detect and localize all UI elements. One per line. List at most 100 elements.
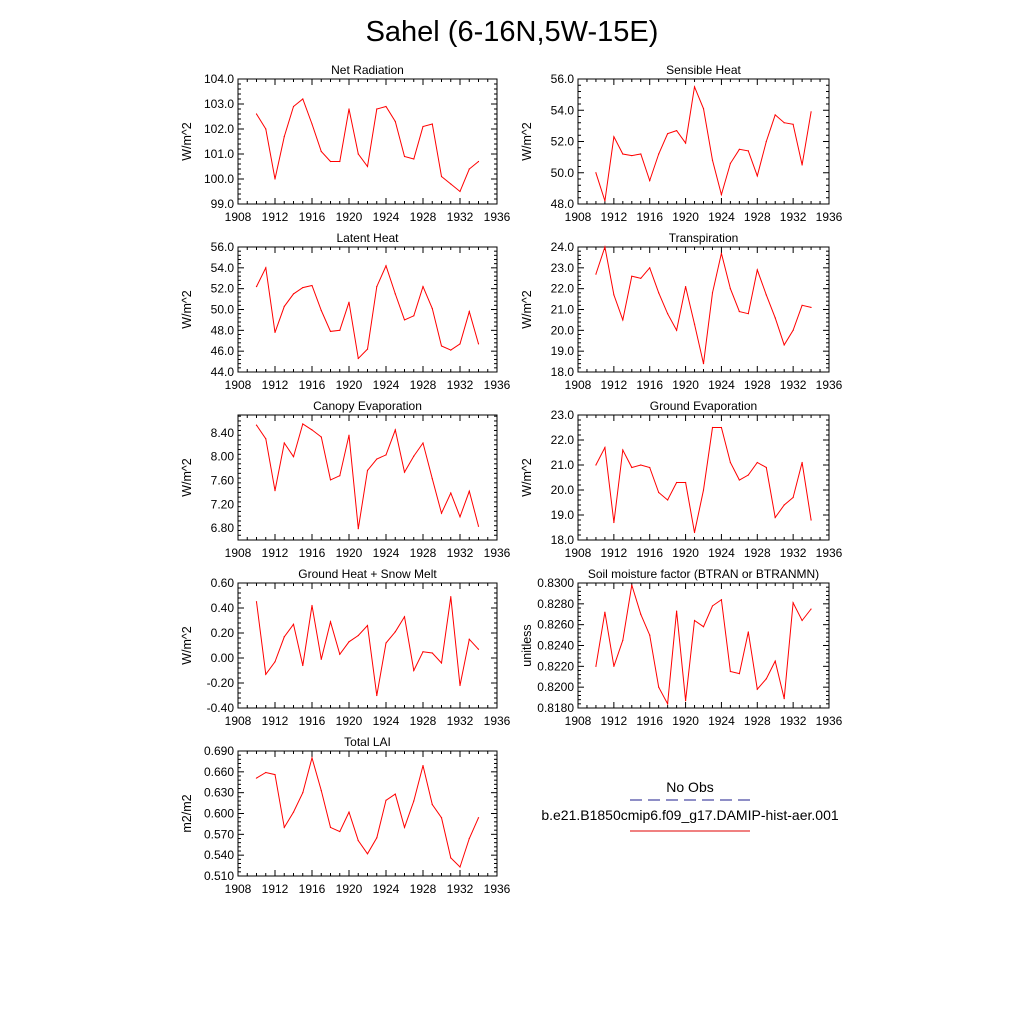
- y-tick-label: 50.0: [551, 166, 575, 180]
- series-line: [256, 596, 479, 696]
- data-point: [339, 160, 341, 163]
- panel-soil-moisture-factor-btran-or-btranmn: Soil moisture factor (BTRAN or BTRANMN) u…: [520, 567, 843, 728]
- data-point: [320, 658, 322, 660]
- y-tick-label: 0.8260: [537, 618, 574, 632]
- data-point: [468, 490, 470, 492]
- y-axis-label: W/m^2: [180, 626, 194, 665]
- y-tick-label: 18.0: [551, 533, 575, 547]
- y-tick-label: 0.00: [211, 651, 235, 665]
- data-point: [649, 634, 651, 636]
- data-point: [765, 294, 767, 296]
- y-tick-label: 21.0: [551, 303, 575, 317]
- data-point: [376, 837, 378, 839]
- y-axis-label: W/m^2: [180, 290, 194, 329]
- x-tick-label: 1912: [601, 546, 628, 560]
- x-tick-label: 1928: [744, 210, 771, 224]
- data-point: [357, 153, 359, 155]
- data-point: [283, 135, 285, 138]
- data-point: [702, 626, 705, 628]
- x-tick-label: 1916: [299, 378, 326, 392]
- data-point: [450, 857, 452, 859]
- series-line: [256, 98, 479, 193]
- data-point: [774, 660, 776, 662]
- y-tick-label: 100.0: [204, 172, 234, 186]
- data-point: [440, 175, 443, 178]
- data-point: [440, 512, 443, 514]
- panel-title: Total LAI: [344, 735, 391, 749]
- data-point: [403, 471, 406, 473]
- series-line: [595, 245, 812, 364]
- data-point: [385, 105, 387, 108]
- data-point: [431, 123, 433, 125]
- data-point: [283, 826, 285, 828]
- data-point: [622, 319, 624, 321]
- data-point: [283, 636, 285, 638]
- data-point: [422, 442, 424, 444]
- y-axis-label: W/m^2: [180, 122, 194, 161]
- x-tick-label: 1908: [565, 210, 592, 224]
- data-point: [631, 584, 633, 586]
- legend-label-model: b.e21.B1850cmip6.f09_g17.DAMIP-hist-aer.…: [541, 807, 839, 823]
- data-point: [604, 200, 606, 202]
- data-point: [348, 811, 350, 813]
- x-tick-label: 1924: [373, 378, 400, 392]
- panel-ground-heat-snow-melt: Ground Heat + Snow Melt W/m^2 1908 1912 1916…: [180, 567, 511, 728]
- data-point: [450, 492, 452, 494]
- data-point: [422, 125, 424, 128]
- plot-frame: [577, 78, 830, 205]
- data-point: [810, 111, 812, 113]
- data-point: [604, 246, 606, 248]
- data-point: [357, 357, 359, 360]
- x-tick-label: 1932: [447, 378, 474, 392]
- data-point: [658, 292, 660, 294]
- data-point: [477, 648, 480, 650]
- data-point: [413, 669, 415, 672]
- data-point: [394, 120, 396, 123]
- y-axis-label: W/m^2: [180, 458, 194, 497]
- x-tick-label: 1924: [708, 378, 735, 392]
- data-point: [459, 684, 461, 687]
- data-point: [431, 478, 433, 480]
- x-tick-label: 1908: [225, 546, 252, 560]
- data-point: [667, 313, 669, 315]
- y-tick-label: 54.0: [551, 103, 575, 117]
- data-point: [376, 458, 378, 460]
- data-point: [292, 623, 295, 625]
- data-point: [631, 466, 633, 469]
- panel-title: Soil moisture factor (BTRAN or BTRANMN): [588, 567, 819, 581]
- plot-frame: [237, 582, 498, 709]
- y-tick-label: 0.630: [204, 786, 234, 800]
- data-point: [311, 429, 313, 431]
- data-point: [649, 267, 651, 269]
- x-tick-label: 1936: [484, 882, 511, 896]
- y-axis-label: m2/m2: [180, 794, 194, 832]
- y-tick-label: -0.40: [207, 701, 235, 715]
- y-tick-label: 20.0: [551, 323, 575, 337]
- data-point: [459, 190, 461, 193]
- x-tick-label: 1928: [744, 714, 771, 728]
- x-tick-label: 1928: [410, 714, 437, 728]
- x-tick-label: 1932: [780, 378, 807, 392]
- series-line: [595, 427, 812, 533]
- y-tick-label: 22.0: [551, 433, 575, 447]
- data-point: [792, 123, 794, 125]
- y-axis-label: unitless: [520, 624, 534, 666]
- data-point: [783, 122, 785, 124]
- y-tick-label: 24.0: [551, 240, 575, 254]
- data-point: [283, 305, 285, 307]
- data-point: [477, 817, 480, 819]
- data-point: [348, 301, 350, 303]
- y-tick-label: 54.0: [211, 261, 235, 275]
- data-point: [477, 343, 480, 345]
- data-point: [265, 438, 267, 440]
- y-tick-label: 18.0: [551, 365, 575, 379]
- data-point: [684, 481, 687, 484]
- data-point: [711, 426, 714, 429]
- data-point: [622, 639, 624, 641]
- data-point: [394, 293, 396, 295]
- x-tick-label: 1916: [299, 714, 326, 728]
- data-point: [339, 475, 341, 477]
- data-point: [385, 642, 387, 644]
- data-point: [413, 800, 415, 802]
- data-point: [366, 469, 369, 471]
